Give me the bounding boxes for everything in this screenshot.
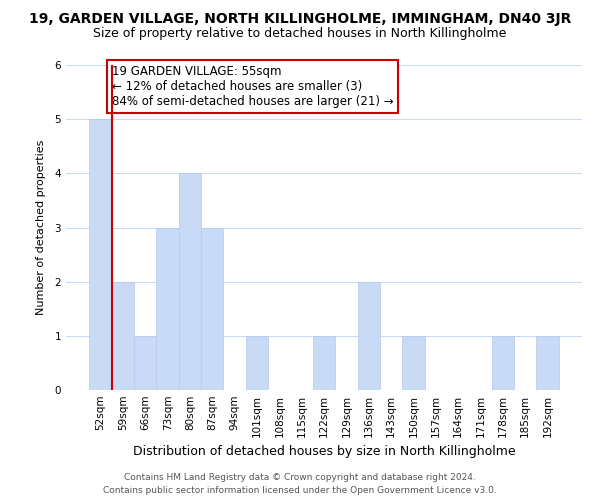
Bar (112, 282, 134, 390)
Bar (536, 336, 559, 390)
Bar (157, 228, 179, 390)
Text: Size of property relative to detached houses in North Killingholme: Size of property relative to detached ho… (94, 28, 506, 40)
Bar (358, 282, 380, 390)
Bar (402, 336, 425, 390)
Bar (134, 336, 157, 390)
Bar (313, 336, 335, 390)
Bar (491, 336, 514, 390)
Text: 19 GARDEN VILLAGE: 55sqm
← 12% of detached houses are smaller (3)
84% of semi-de: 19 GARDEN VILLAGE: 55sqm ← 12% of detach… (112, 65, 394, 108)
Bar (89, 119, 112, 390)
Bar (179, 174, 201, 390)
Y-axis label: Number of detached properties: Number of detached properties (36, 140, 46, 315)
Text: 19, GARDEN VILLAGE, NORTH KILLINGHOLME, IMMINGHAM, DN40 3JR: 19, GARDEN VILLAGE, NORTH KILLINGHOLME, … (29, 12, 571, 26)
Text: Contains HM Land Registry data © Crown copyright and database right 2024.
Contai: Contains HM Land Registry data © Crown c… (103, 474, 497, 495)
Bar (246, 336, 268, 390)
Bar (201, 228, 223, 390)
X-axis label: Distribution of detached houses by size in North Killingholme: Distribution of detached houses by size … (133, 446, 515, 458)
